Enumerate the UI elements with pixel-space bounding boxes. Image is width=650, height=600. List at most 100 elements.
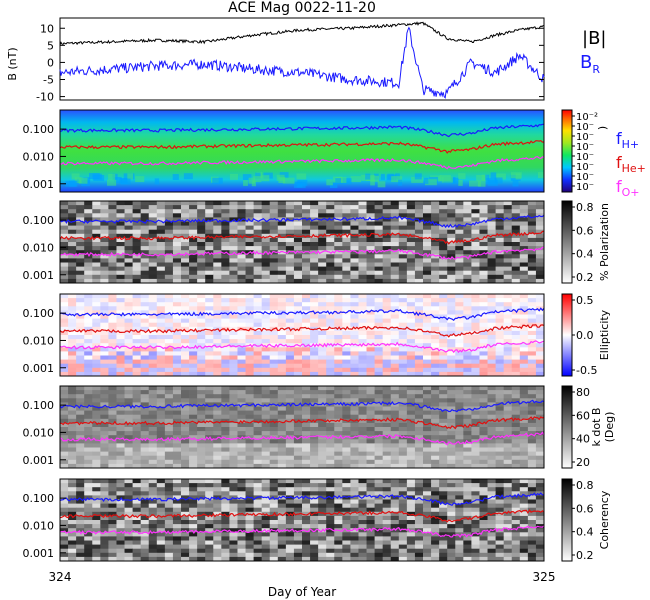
power-ytick-label: 0.100 [23,123,55,136]
xtick-label-end: 325 [533,570,556,584]
ellipticity-colorbar [561,293,573,377]
mag-legend: |B| BR [580,28,606,76]
power-colorbar-tick-label: 10⁻ [576,162,594,173]
coherency-colorbar-label: Coherency [598,490,611,549]
kdotb-colorbar-label-1: k dot B [590,408,603,447]
power-f_H+-line [59,123,545,138]
kdotb-panel: 0.100 0.010 0.001 80 60 40 20k dot B (Deg) [23,385,616,469]
legend-fo: fO+ [616,177,640,199]
mag-ylabel: B (nT) [6,47,19,80]
power-colorbar-tick-label: 10⁻ [576,182,594,193]
kdotb-colorbar-tick-label: 60 [576,409,590,422]
kdotb-f_O+-line [59,431,545,446]
mag-ytick-labels: 10 5 0 -5 -10 [36,22,544,104]
ellipticity-f_O+-line [59,340,545,354]
mag-ytick-label: 5 [47,39,54,52]
kdotb-colorbar-tick-label: 80 [576,386,590,399]
legend-fh-subscript: H+ [622,138,640,151]
legend-fhe-subscript: He+ [622,162,646,175]
frequency-legend: fH+ fHe+ fO+ [616,129,646,199]
power-ytick-label: 0.010 [23,150,55,163]
coherency-colorbar [561,478,573,562]
chart-title: ACE Mag 0022-11-20 [228,0,376,16]
polarization-frame [59,200,545,284]
polarization-map [60,201,545,284]
polarization-panel: 0.100 0.010 0.001 0.8 0.6 0.4 0.2 % Polarizatio… [23,200,611,284]
polarization-ytick-label: 0.100 [23,214,55,227]
power-spectrogram [60,110,544,192]
coherency-ytick-label: 0.001 [23,547,55,560]
power-colorbar-tick-label: 10⁻ [576,172,594,183]
coherency-f_H+-line [59,492,544,507]
kdotb-ytick-label: 0.001 [23,454,55,467]
legend-btotal: |B| [582,28,606,49]
coherency-f_O+-line [59,525,545,538]
coherency-panel: 0.100 0.010 0.001 0.8 0.6 0.4 0.2 Coherency [23,478,611,562]
legend-fhe: fHe+ [616,153,646,175]
mag-panel-frame [59,17,545,101]
coherency-colorbar-tick-label: 0.4 [576,526,594,539]
power-f_O+-line [59,156,545,170]
coherency-colorbar-tick-label: 0.8 [576,479,594,492]
coherency-f_He+-line [59,509,545,523]
kdotb-colorbar-tick-label: 20 [576,456,590,469]
ellipticity-frame [59,293,545,377]
ellipticity-map [60,294,545,377]
coherency-map [60,479,545,562]
kdotb-ytick-label: 0.100 [23,399,55,412]
polarization-f_H+-line [59,214,545,229]
kdotb-map [60,386,545,469]
ellipticity-ytick-label: 0.100 [23,307,55,320]
mag-ytick-label: 10 [40,22,54,35]
mag-panel: 10 5 0 -5 -10 B (nT) [6,17,545,104]
polarization-colorbar [561,200,573,284]
frequency-panels: 0.1000.0100.00110⁻²10⁻10⁻10⁻10⁻10⁻10⁻10⁻… [23,109,616,562]
legend-fo-label: f [616,177,622,196]
kdotb-colorbar-tick-label: 40 [576,433,590,446]
power-colorbar-tick-label: 10⁻ [576,152,594,163]
power-colorbar-label: ) [596,126,609,130]
polarization-colorbar-tick-label: 0.6 [576,224,594,237]
polarization-colorbar-tick-label: 0.4 [576,248,594,261]
xtick-label-start: 324 [49,570,72,584]
power-colorbar-tick-label: 10⁻ [576,132,594,143]
mag-ytick-label: -5 [43,74,54,87]
coherency-colorbar-tick-label: 0.6 [576,502,594,515]
kdotb-f_H+-line [59,399,545,413]
ellipticity-colorbar-label: Ellipticity [598,309,611,360]
legend-br-subscript: R [592,63,600,76]
legend-fhe-label: f [616,153,622,172]
br-line [59,26,545,99]
power-panel: 0.1000.0100.00110⁻²10⁻10⁻10⁻10⁻10⁻10⁻10⁻… [23,109,609,193]
mag-ytick-label: -10 [36,91,54,104]
coherency-colorbar-tick-label: 0.2 [576,549,594,562]
power-ytick-label: 0.001 [23,178,55,191]
kdotb-colorbar [561,385,573,469]
legend-br-label: B [580,52,592,73]
polarization-f_He+-line [59,230,545,245]
polarization-colorbar-label: % Polarization [598,203,611,281]
power-frame [59,109,545,193]
legend-fo-subscript: O+ [622,186,640,199]
x-axis-label: Day of Year [268,585,336,599]
legend-br: BR [580,52,600,76]
power-colorbar-tick-label: 10⁻ [576,122,594,133]
polarization-f_O+-line [59,246,545,260]
polarization-colorbar-tick-label: 0.2 [576,271,594,284]
polarization-ytick-label: 0.001 [23,269,55,282]
legend-fh: fH+ [616,129,639,151]
power-colorbar-tick-label: 10⁻² [576,112,598,123]
power-texture [65,172,544,188]
ellipticity-ytick-label: 0.001 [23,362,55,375]
legend-fh-label: f [616,129,622,148]
ellipticity-f_H+-line [59,307,545,321]
power-colorbar [561,109,573,193]
ellipticity-f_He+-line [59,324,545,338]
ellipticity-colorbar-tick-label: -0.5 [576,364,597,377]
coherency-frame [59,478,545,562]
coherency-ytick-label: 0.010 [23,519,55,532]
power-f_He+-line [59,140,545,154]
ellipticity-colorbar-tick-label: 0.0 [576,329,594,342]
